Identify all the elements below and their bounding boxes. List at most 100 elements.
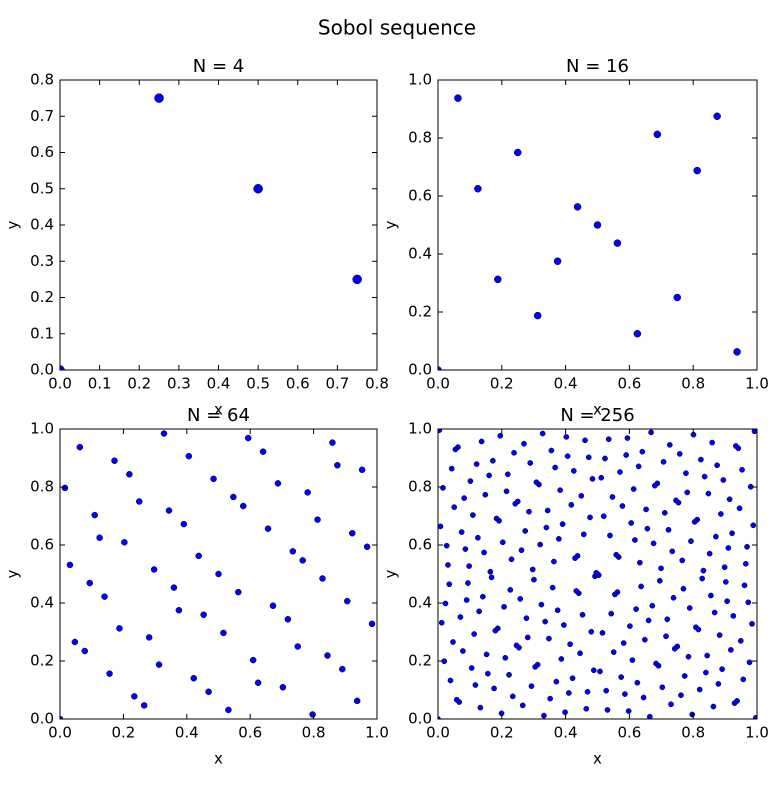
y-tick-label: 0.7 [30, 107, 54, 125]
point [693, 166, 701, 175]
point [445, 562, 451, 568]
point [716, 632, 723, 639]
x-tick-label: 0.6 [617, 724, 641, 742]
point [475, 534, 481, 541]
point [508, 556, 515, 563]
point [624, 435, 631, 441]
point [736, 505, 743, 512]
point [215, 570, 222, 578]
point [648, 429, 654, 436]
point [627, 623, 633, 629]
x-tick-label: 1.0 [745, 724, 769, 742]
plot-area [60, 430, 376, 719]
point [744, 543, 750, 550]
point [446, 581, 453, 588]
point [696, 686, 703, 693]
point [676, 451, 683, 457]
y-tick-label: 0.4 [30, 594, 54, 612]
point [600, 513, 607, 520]
point [633, 330, 642, 338]
point [637, 559, 643, 566]
point [568, 502, 575, 508]
point [645, 617, 652, 624]
point [468, 665, 475, 671]
y-tick-label: 0.6 [30, 536, 54, 554]
point [185, 452, 193, 460]
point [145, 634, 153, 641]
point [658, 565, 664, 572]
y-tick-label: 0.1 [30, 324, 54, 342]
x-tick-label: 0.6 [286, 375, 310, 393]
point [641, 636, 648, 643]
y-tick-label: 0.0 [408, 361, 432, 379]
point [491, 685, 497, 692]
x-axis-label: x [214, 401, 223, 419]
point [649, 602, 656, 609]
point [471, 631, 477, 637]
x-tick-label: 0.7 [325, 375, 349, 393]
point [721, 564, 728, 571]
point [726, 496, 733, 503]
point [709, 439, 715, 446]
subplot-title: N = 4 [193, 56, 244, 77]
point [650, 540, 657, 547]
point [688, 538, 694, 544]
y-axis-label: y [4, 569, 22, 578]
point [517, 596, 524, 602]
point [537, 541, 544, 548]
y-tick-label: 0.8 [30, 478, 54, 496]
point [240, 502, 247, 510]
point [653, 130, 662, 139]
point [700, 567, 707, 574]
point [553, 257, 562, 265]
y-tick-label: 0.6 [408, 187, 432, 205]
subplot-title: N = 256 [560, 405, 634, 426]
point [116, 625, 123, 632]
point [750, 522, 757, 529]
point [713, 112, 721, 120]
point [450, 639, 456, 645]
y-tick-label: 1.0 [408, 71, 432, 89]
point [619, 503, 626, 509]
point [506, 671, 512, 678]
point [230, 493, 237, 501]
point [225, 706, 232, 714]
point [461, 495, 468, 501]
point [563, 434, 570, 440]
x-tick-label: 0.0 [48, 724, 72, 742]
point [640, 694, 647, 701]
subplot-title: N = 16 [566, 56, 629, 77]
point [751, 429, 757, 435]
point [639, 448, 646, 455]
y-tick-label: 0.2 [408, 303, 432, 321]
point [309, 711, 316, 718]
point [438, 716, 441, 719]
x-tick-label: 0.2 [490, 375, 514, 393]
point [513, 642, 520, 649]
y-tick-label: 1.0 [30, 420, 54, 438]
point [470, 512, 476, 518]
point [442, 600, 449, 607]
point [165, 507, 173, 514]
point [279, 684, 287, 691]
point [679, 557, 686, 564]
point [633, 606, 639, 612]
point [448, 465, 455, 472]
point [720, 477, 727, 483]
point [86, 579, 93, 587]
point [546, 635, 552, 642]
point [559, 521, 566, 527]
point [635, 463, 642, 470]
point [363, 543, 371, 551]
point [623, 452, 629, 458]
y-axis-label: y [382, 569, 400, 578]
point [175, 607, 183, 614]
point [585, 454, 592, 461]
point [319, 575, 326, 582]
subplot-title: N = 64 [187, 405, 250, 426]
point [724, 598, 730, 605]
point [613, 551, 620, 558]
point [509, 693, 516, 700]
y-tick-label: 0.4 [408, 594, 432, 612]
x-tick-label: 1.0 [365, 724, 389, 742]
